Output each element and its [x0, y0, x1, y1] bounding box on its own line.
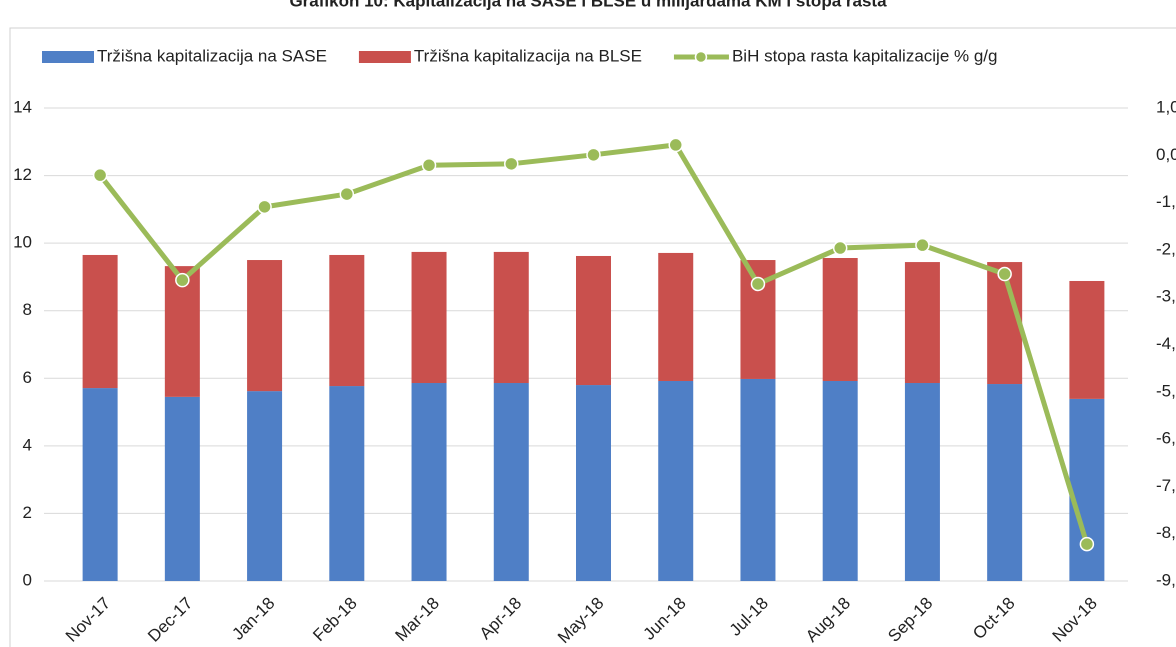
line-point	[586, 147, 601, 163]
bar	[658, 252, 694, 381]
legend-swatch	[42, 51, 94, 63]
x-tick-label: Jul-18	[726, 594, 772, 640]
bar	[658, 380, 694, 581]
line-point	[997, 266, 1012, 282]
y2-tick-label: -1,0	[1156, 192, 1176, 211]
y2-tick-label: -3,0	[1156, 287, 1176, 306]
x-tick-label: Oct-18	[969, 594, 1019, 644]
bar	[904, 383, 940, 581]
y2-tick-label: -4,0	[1156, 334, 1176, 353]
bar	[576, 385, 611, 581]
y2-tick-label: 0,0	[1156, 145, 1176, 164]
chart-title: Grafikon 10: Kapitalizacija na SASE i BL…	[289, 0, 887, 10]
x-tick-label: Mar-18	[392, 594, 444, 646]
x-tick-label: Sep-18	[884, 594, 936, 646]
line-point	[668, 137, 683, 153]
line-point	[92, 167, 108, 183]
y2-tick-label: -8,0	[1156, 523, 1176, 542]
legend-swatch	[358, 51, 411, 63]
bar	[822, 380, 858, 581]
y2-tick-label: -9,0	[1156, 570, 1176, 589]
y-tick-label: 6	[23, 368, 32, 387]
line-point	[339, 186, 355, 202]
legend-swatch	[694, 50, 708, 64]
bar	[411, 383, 447, 581]
bar	[329, 254, 365, 387]
bar	[493, 383, 529, 581]
x-tick-label: Nov-17	[62, 594, 114, 646]
x-tick-label: Dec-17	[144, 594, 196, 646]
bar	[164, 396, 200, 581]
x-tick-label: Aug-18	[802, 594, 854, 646]
y2-tick-label: -2,0	[1156, 239, 1176, 258]
y-tick-label: 0	[23, 570, 32, 589]
line-point	[421, 157, 437, 173]
x-tick-label: Feb-18	[309, 594, 361, 646]
line-point	[750, 276, 766, 292]
bar	[987, 384, 1023, 581]
bar	[1069, 280, 1105, 399]
bar	[493, 251, 529, 384]
bar	[411, 251, 447, 384]
line-point	[915, 237, 930, 253]
y-tick-label: 14	[13, 97, 32, 116]
bar	[1069, 398, 1105, 581]
x-tick-label: Jun-18	[640, 594, 690, 644]
x-tick-label: Nov-18	[1049, 594, 1101, 646]
x-tick-label: May-18	[554, 594, 608, 647]
y-tick-label: 10	[13, 233, 32, 252]
y2-tick-label: -6,0	[1156, 429, 1176, 448]
bar	[329, 386, 365, 581]
y-tick-label: 12	[13, 165, 32, 184]
line-point	[1079, 536, 1095, 552]
legend-label: BiH stopa rasta kapitalizacije % g/g	[732, 46, 998, 65]
line-point	[175, 272, 190, 288]
bar	[822, 258, 858, 381]
bar	[740, 378, 776, 581]
y-tick-label: 4	[23, 435, 32, 454]
line-point	[504, 156, 519, 172]
bar	[576, 255, 611, 386]
bar	[164, 266, 200, 397]
bar	[247, 260, 283, 392]
x-tick-label: Apr-18	[476, 594, 526, 644]
legend-label: Tržišna kapitalizacija na SASE	[97, 46, 327, 65]
bar	[82, 254, 118, 389]
x-tick-label: Jan-18	[228, 594, 278, 644]
y-tick-label: 8	[23, 300, 32, 319]
y-tick-label: 2	[23, 503, 32, 522]
bar	[82, 388, 118, 581]
line-point	[832, 240, 848, 256]
line-point	[257, 199, 272, 215]
y2-tick-label: -7,0	[1156, 476, 1176, 495]
legend-label: Tržišna kapitalizacija na BLSE	[414, 46, 642, 65]
y2-tick-label: 1,0	[1156, 97, 1176, 116]
chart-border	[9, 27, 1176, 647]
bar	[904, 262, 940, 384]
bar	[247, 391, 283, 581]
y2-tick-label: -5,0	[1156, 381, 1176, 400]
